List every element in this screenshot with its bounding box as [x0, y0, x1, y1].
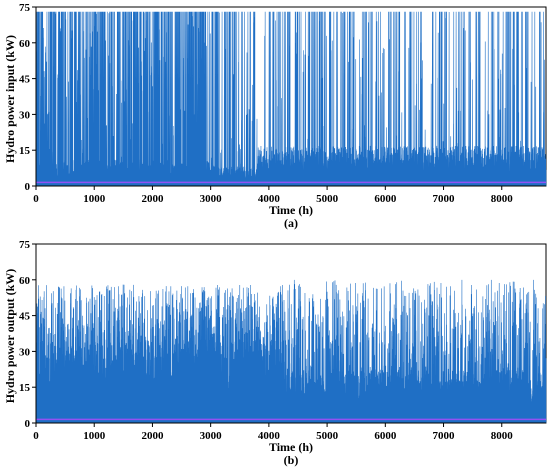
- x-tick-label-a: 4000: [258, 193, 281, 205]
- y-tick-label-b: 0: [25, 418, 31, 430]
- series-a: [35, 11, 547, 187]
- x-tick-label-b: 1000: [83, 430, 106, 442]
- x-tick-label-a: 1000: [83, 193, 106, 205]
- x-tick-label-b: 6000: [374, 430, 397, 442]
- y-tick-label-b: 60: [19, 275, 31, 287]
- y-tick-label-a: 45: [19, 74, 31, 86]
- panel-label-a: (a): [284, 216, 298, 230]
- axes-a: 0 15 30 45 60 75 0 1000 2000 3000 4000 5000 6000 7000…: [19, 2, 546, 205]
- y-tick-label-b: 15: [19, 382, 31, 394]
- chart-panel-b: 0 15 30 45 60 75 0 1000 2000 3000 4000 5000 6000 7000…: [3, 239, 547, 467]
- x-tick-label-a: 0: [33, 193, 39, 205]
- x-tick-label-b: 5000: [316, 430, 339, 442]
- panel-label-b: (b): [284, 453, 299, 467]
- y-axis-label-a: Hydro power input (kW): [3, 35, 17, 163]
- x-tick-label-a: 5000: [316, 193, 339, 205]
- x-axis-label-a: Time (h): [269, 203, 313, 217]
- y-tick-label-a: 60: [19, 38, 31, 50]
- x-tick-label-b: 2000: [141, 430, 164, 442]
- x-tick-label-a: 8000: [491, 193, 514, 205]
- y-tick-label-a: 15: [19, 145, 31, 157]
- y-tick-label-a: 30: [19, 109, 31, 121]
- x-tick-label-b: 3000: [200, 430, 223, 442]
- x-tick-label-b: 7000: [433, 430, 456, 442]
- y-tick-label-b: 75: [19, 239, 31, 251]
- x-tick-label-b: 8000: [491, 430, 514, 442]
- axes-b: 0 15 30 45 60 75 0 1000 2000 3000 4000 5000 6000 7000…: [19, 239, 546, 442]
- series-area-a: [35, 11, 547, 187]
- x-tick-label-a: 3000: [200, 193, 223, 205]
- series-b: [35, 279, 547, 424]
- y-axis-label-b: Hydro power output (kW): [3, 269, 17, 404]
- x-tick-label-a: 6000: [374, 193, 397, 205]
- x-axis-label-b: Time (h): [269, 440, 313, 454]
- x-tick-label-b: 4000: [258, 430, 281, 442]
- x-tick-label-a: 7000: [433, 193, 456, 205]
- chart-panel-a: 0 15 30 45 60 75 0 1000 2000 3000 4000 5000 6000 7000…: [3, 2, 547, 230]
- y-tick-label-a: 75: [19, 2, 31, 14]
- x-tick-label-a: 2000: [141, 193, 164, 205]
- y-tick-label-b: 30: [19, 346, 31, 358]
- y-tick-label-b: 45: [19, 311, 31, 323]
- y-tick-label-a: 0: [25, 181, 31, 193]
- x-tick-label-b: 0: [33, 430, 39, 442]
- series-area-b: [35, 279, 547, 424]
